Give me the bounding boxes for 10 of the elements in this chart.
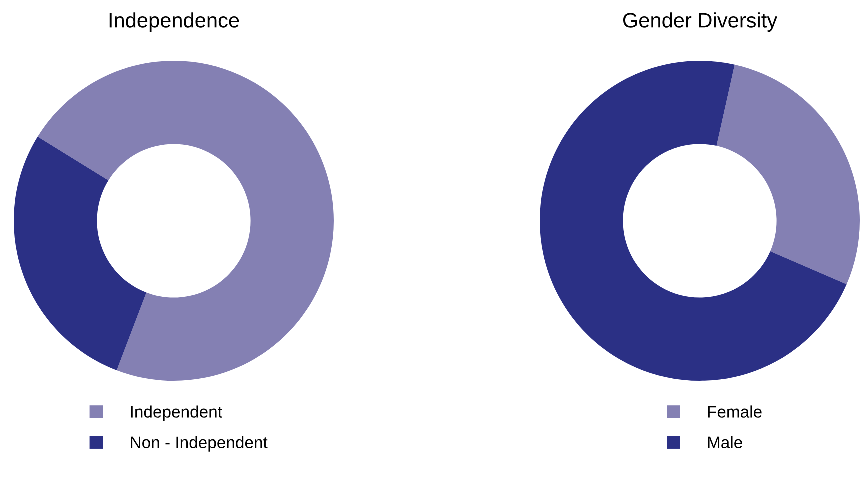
donut-slice: [14, 136, 147, 370]
chart-title: Gender Diversity: [623, 12, 778, 32]
legend-label: Male: [708, 436, 742, 449]
chart-title: Independence: [110, 12, 240, 32]
legend-label: Female: [708, 406, 762, 418]
donut-slice: [716, 64, 860, 285]
donut-slice: [38, 61, 334, 381]
donut-slice: [540, 61, 847, 381]
legend-label: Independent: [131, 406, 222, 422]
legend-label: Non - Independent: [131, 436, 268, 452]
